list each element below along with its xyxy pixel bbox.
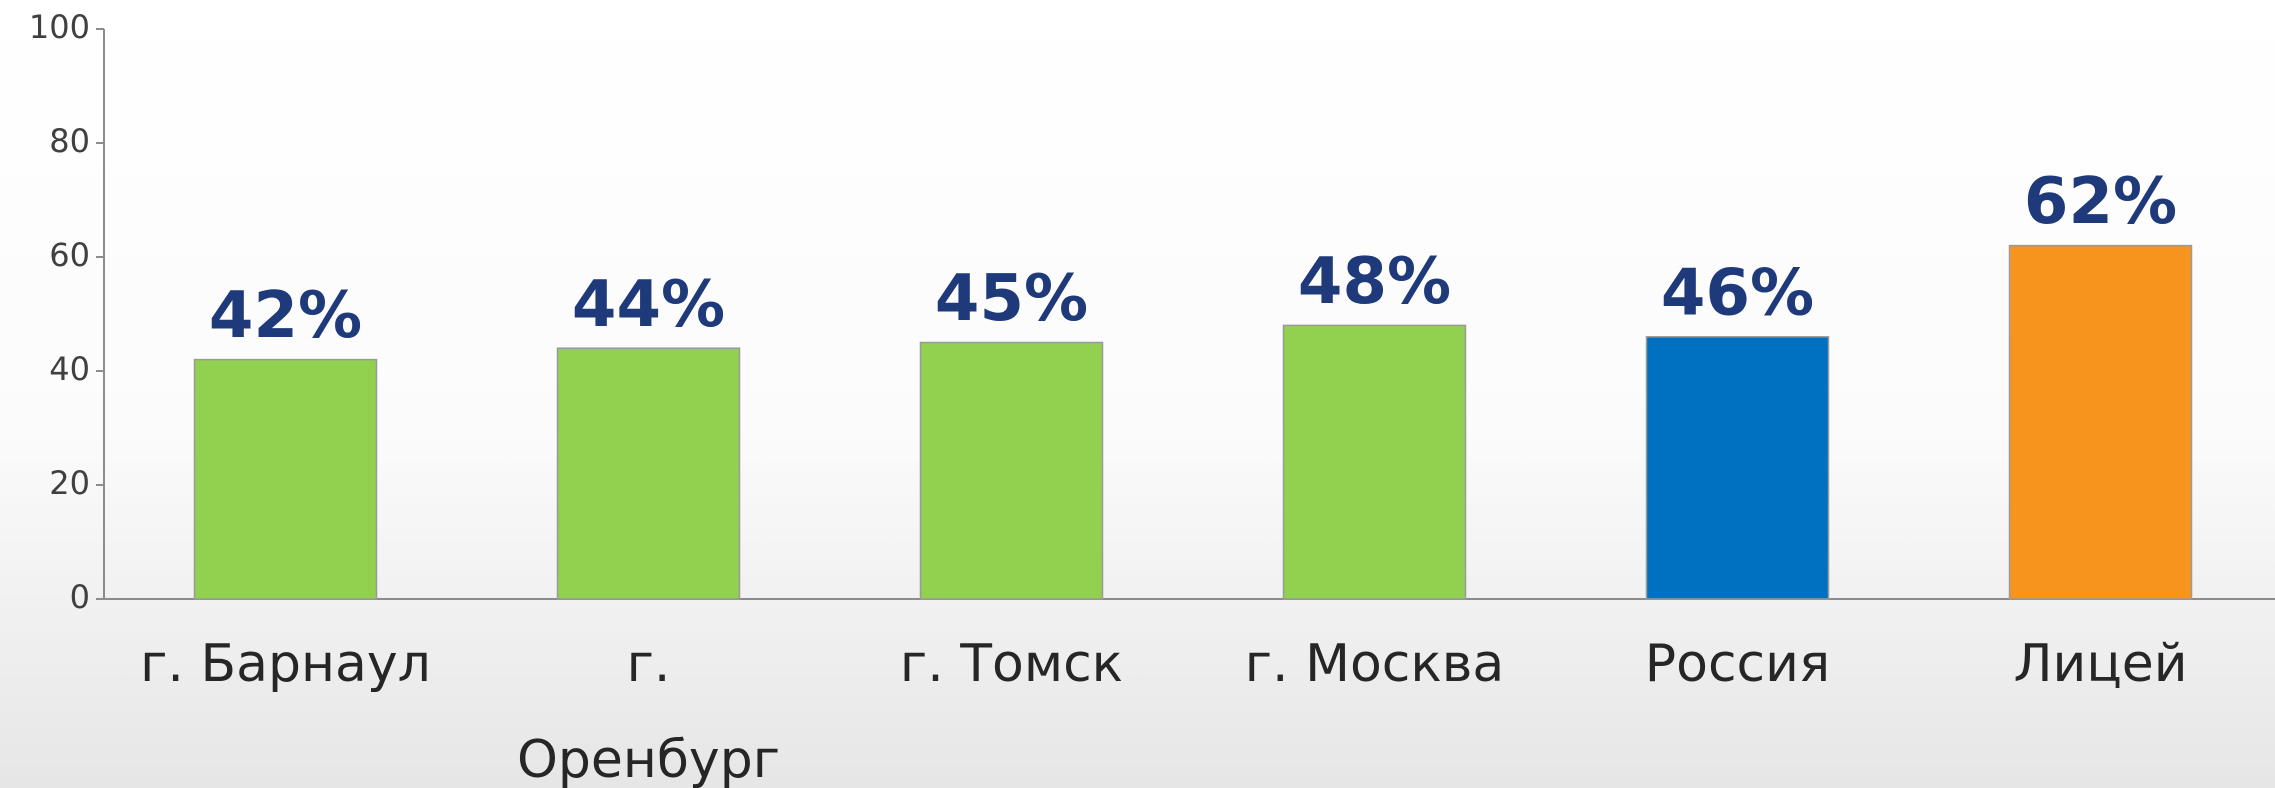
bar <box>2008 244 2193 600</box>
y-tick-label: 0 <box>70 578 90 616</box>
bar <box>193 358 378 600</box>
bar <box>1645 336 1830 600</box>
x-tick-label: Россия <box>1645 634 1830 694</box>
x-tick-label: г. Оренбург <box>517 634 780 788</box>
y-tick-label: 100 <box>29 8 90 46</box>
bar <box>1282 324 1467 600</box>
x-tick-label: г. Москва <box>1245 634 1505 694</box>
value-label: 46% <box>1661 256 1814 330</box>
value-label: 48% <box>1298 245 1451 319</box>
bar <box>556 347 741 600</box>
value-label: 42% <box>209 279 362 353</box>
y-tick-label: 20 <box>49 464 90 502</box>
y-tick-label: 60 <box>49 236 90 274</box>
x-tick-label: г. Томск <box>900 634 1123 694</box>
y-tick-label: 40 <box>49 350 90 388</box>
y-tick-label: 80 <box>49 122 90 160</box>
bar <box>919 341 1104 600</box>
x-tick-label: Лицей <box>2013 634 2187 694</box>
value-label: 62% <box>2024 165 2177 239</box>
x-tick-label: г. Барнаул <box>140 634 431 694</box>
value-label: 44% <box>572 268 725 342</box>
value-label: 45% <box>935 262 1088 336</box>
